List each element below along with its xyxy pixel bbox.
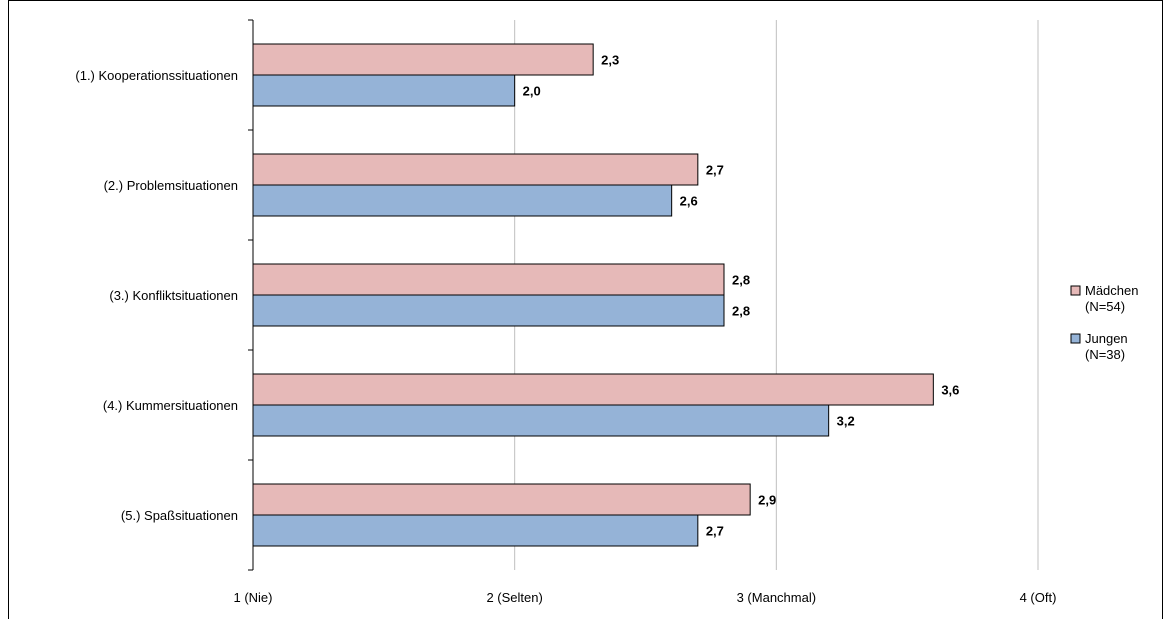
category-label-4: (4.) Kummersituationen: [103, 398, 238, 413]
category-label-2: (2.) Problemsituationen: [104, 178, 238, 193]
category-label-3: (3.) Konfliktsituationen: [109, 288, 238, 303]
labels: (1.) Kooperationssituationen (2.) Problem…: [75, 53, 959, 539]
legend-label-2-1: Jungen: [1085, 331, 1128, 346]
x-tick-label-3: 3 (Manchmal): [737, 590, 816, 605]
bar-jungen-5: [252, 514, 699, 547]
category-label-1: (1.) Kooperationssituationen: [75, 68, 238, 83]
value-label-maedchen-3: 2,8: [732, 273, 750, 288]
legend-swatch-2: [1070, 333, 1081, 344]
x-tick-label-2: 2 (Selten): [486, 590, 542, 605]
legend-label-1-1: Mädchen: [1085, 283, 1138, 298]
bar-jungen-2: [252, 184, 673, 217]
value-label-jungen-4: 3,2: [837, 414, 855, 429]
legend-swatch-1: [1070, 285, 1081, 296]
legend-label-1-2: (N=54): [1085, 299, 1125, 314]
category-label-5: (5.) Spaßsituationen: [121, 508, 238, 523]
bar-maedchen-5: [252, 483, 751, 516]
value-label-jungen-1: 2,0: [523, 84, 541, 99]
value-label-maedchen-4: 3,6: [941, 383, 959, 398]
x-tick-label-4: 4 (Oft): [1020, 590, 1057, 605]
value-label-jungen-5: 2,7: [706, 524, 724, 539]
legend-label-2-2: (N=38): [1085, 347, 1125, 362]
value-label-maedchen-1: 2,3: [601, 53, 619, 68]
bars: [252, 43, 934, 547]
value-label-maedchen-2: 2,7: [706, 163, 724, 178]
axes: 1 (Nie) 2 (Selten) 3 (Manchmal) 4 (Oft): [233, 19, 1057, 605]
value-label-jungen-2: 2,6: [680, 194, 698, 209]
bar-maedchen-3: [252, 263, 725, 296]
bar-jungen-4: [252, 404, 830, 437]
value-label-jungen-3: 2,8: [732, 304, 750, 319]
bar-maedchen-1: [252, 43, 594, 76]
bar-maedchen-2: [252, 153, 699, 186]
bar-maedchen-4: [252, 373, 934, 406]
legend: Mädchen(N=54) Jungen(N=38): [1070, 283, 1138, 362]
x-tick-label-1: 1 (Nie): [233, 590, 272, 605]
bar-jungen-3: [252, 294, 725, 327]
bar-jungen-1: [252, 74, 516, 107]
value-label-maedchen-5: 2,9: [758, 493, 776, 508]
